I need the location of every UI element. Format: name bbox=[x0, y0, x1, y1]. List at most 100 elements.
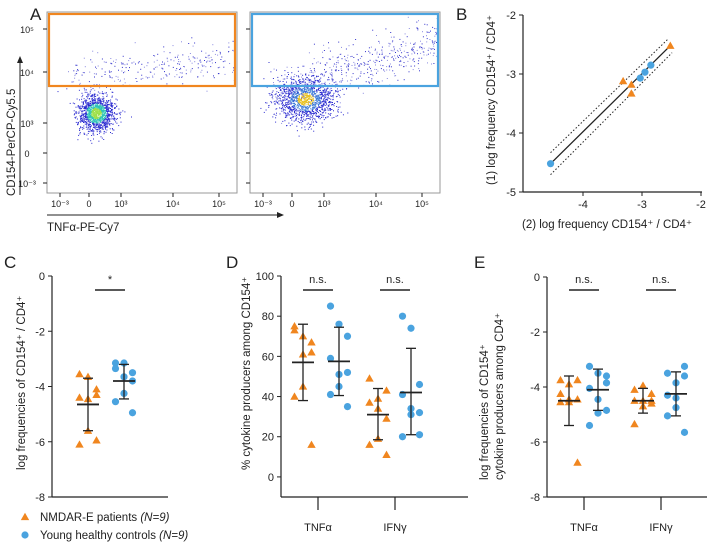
data-point-patients bbox=[647, 389, 656, 398]
event-dot bbox=[339, 53, 341, 55]
event-dot bbox=[295, 97, 297, 98]
event-dot bbox=[330, 95, 332, 97]
event-dot bbox=[311, 96, 313, 98]
event-dot bbox=[114, 107, 116, 109]
event-dot bbox=[309, 95, 311, 97]
event-dot bbox=[95, 105, 97, 107]
event-dot bbox=[311, 99, 312, 101]
event-dot bbox=[97, 108, 99, 110]
event-dot bbox=[88, 115, 90, 116]
event-dot bbox=[298, 84, 300, 85]
event-dot bbox=[299, 88, 300, 90]
event-dot bbox=[311, 100, 313, 102]
event-dot bbox=[302, 96, 304, 98]
event-dot bbox=[359, 66, 361, 67]
event-dot bbox=[79, 133, 81, 135]
event-dot bbox=[332, 96, 334, 98]
event-dot bbox=[303, 116, 305, 118]
event-dot bbox=[337, 106, 339, 108]
event-dot bbox=[96, 134, 98, 135]
event-dot bbox=[297, 97, 299, 99]
event-dot bbox=[106, 119, 108, 121]
event-dot bbox=[313, 68, 315, 69]
event-dot bbox=[298, 122, 300, 124]
event-dot bbox=[103, 61, 105, 63]
event-dot bbox=[320, 111, 322, 112]
event-dot bbox=[83, 132, 85, 134]
event-dot bbox=[431, 63, 432, 65]
event-dot bbox=[284, 97, 286, 99]
event-dot bbox=[100, 100, 102, 102]
event-dot bbox=[428, 31, 430, 33]
event-dot bbox=[286, 99, 288, 100]
data-point-controls bbox=[343, 332, 352, 340]
event-dot bbox=[109, 124, 111, 126]
event-dot bbox=[176, 74, 178, 76]
event-dot bbox=[290, 98, 292, 99]
event-dot bbox=[74, 75, 76, 77]
event-dot bbox=[91, 95, 93, 97]
event-dot bbox=[293, 101, 294, 102]
event-dot bbox=[81, 111, 83, 113]
event-dot bbox=[434, 35, 436, 37]
legend-count: (N=9) bbox=[140, 512, 169, 524]
event-dot bbox=[191, 62, 193, 64]
event-dot bbox=[343, 93, 345, 95]
event-dot bbox=[313, 82, 315, 84]
data-point-controls bbox=[602, 406, 611, 414]
event-dot bbox=[303, 92, 304, 94]
event-dot bbox=[87, 103, 89, 105]
event-dot bbox=[340, 80, 342, 82]
event-dot bbox=[307, 103, 309, 105]
event-dot bbox=[295, 80, 297, 82]
event-dot bbox=[280, 107, 282, 109]
event-dot bbox=[341, 58, 343, 60]
event-dot bbox=[306, 123, 308, 125]
event-dot bbox=[417, 53, 418, 55]
category-label: IFNγ bbox=[383, 522, 407, 534]
event-dot bbox=[333, 110, 334, 112]
event-dot bbox=[315, 98, 317, 100]
event-dot bbox=[279, 94, 281, 96]
event-dot bbox=[85, 114, 87, 116]
series-controls bbox=[585, 362, 611, 430]
event-dot bbox=[283, 87, 285, 89]
data-point-patients bbox=[627, 80, 636, 88]
event-dot bbox=[86, 134, 88, 136]
event-dot bbox=[109, 115, 111, 117]
event-dot bbox=[94, 106, 96, 108]
event-dot bbox=[268, 106, 270, 108]
data-point-controls bbox=[335, 320, 343, 328]
event-dot bbox=[312, 102, 314, 104]
event-dot bbox=[307, 118, 309, 119]
x-tick-label: 10⁵ bbox=[415, 199, 429, 209]
event-dot bbox=[326, 104, 328, 106]
event-dot bbox=[281, 122, 283, 124]
event-dot bbox=[379, 42, 380, 44]
event-dot bbox=[118, 108, 120, 110]
event-dot bbox=[288, 89, 290, 91]
event-dot bbox=[106, 126, 108, 127]
event-dot bbox=[284, 92, 286, 94]
event-dot bbox=[109, 103, 111, 105]
event-dot bbox=[294, 113, 296, 115]
event-dot bbox=[89, 90, 91, 92]
event-dot bbox=[303, 81, 305, 83]
event-dot bbox=[180, 68, 182, 70]
event-dot bbox=[292, 117, 294, 119]
event-dot bbox=[106, 105, 108, 107]
event-dot bbox=[337, 90, 339, 92]
event-dot bbox=[221, 56, 223, 58]
event-dot bbox=[310, 91, 312, 93]
event-dot bbox=[94, 121, 96, 123]
event-dot bbox=[90, 112, 92, 114]
event-dot bbox=[320, 92, 322, 94]
event-dot bbox=[104, 112, 105, 114]
event-dot bbox=[317, 107, 318, 109]
event-dot bbox=[423, 51, 425, 53]
event-dot bbox=[133, 61, 135, 63]
event-dot bbox=[293, 111, 295, 113]
event-dot bbox=[78, 105, 80, 107]
event-dot bbox=[304, 109, 306, 111]
event-dot bbox=[281, 93, 283, 95]
